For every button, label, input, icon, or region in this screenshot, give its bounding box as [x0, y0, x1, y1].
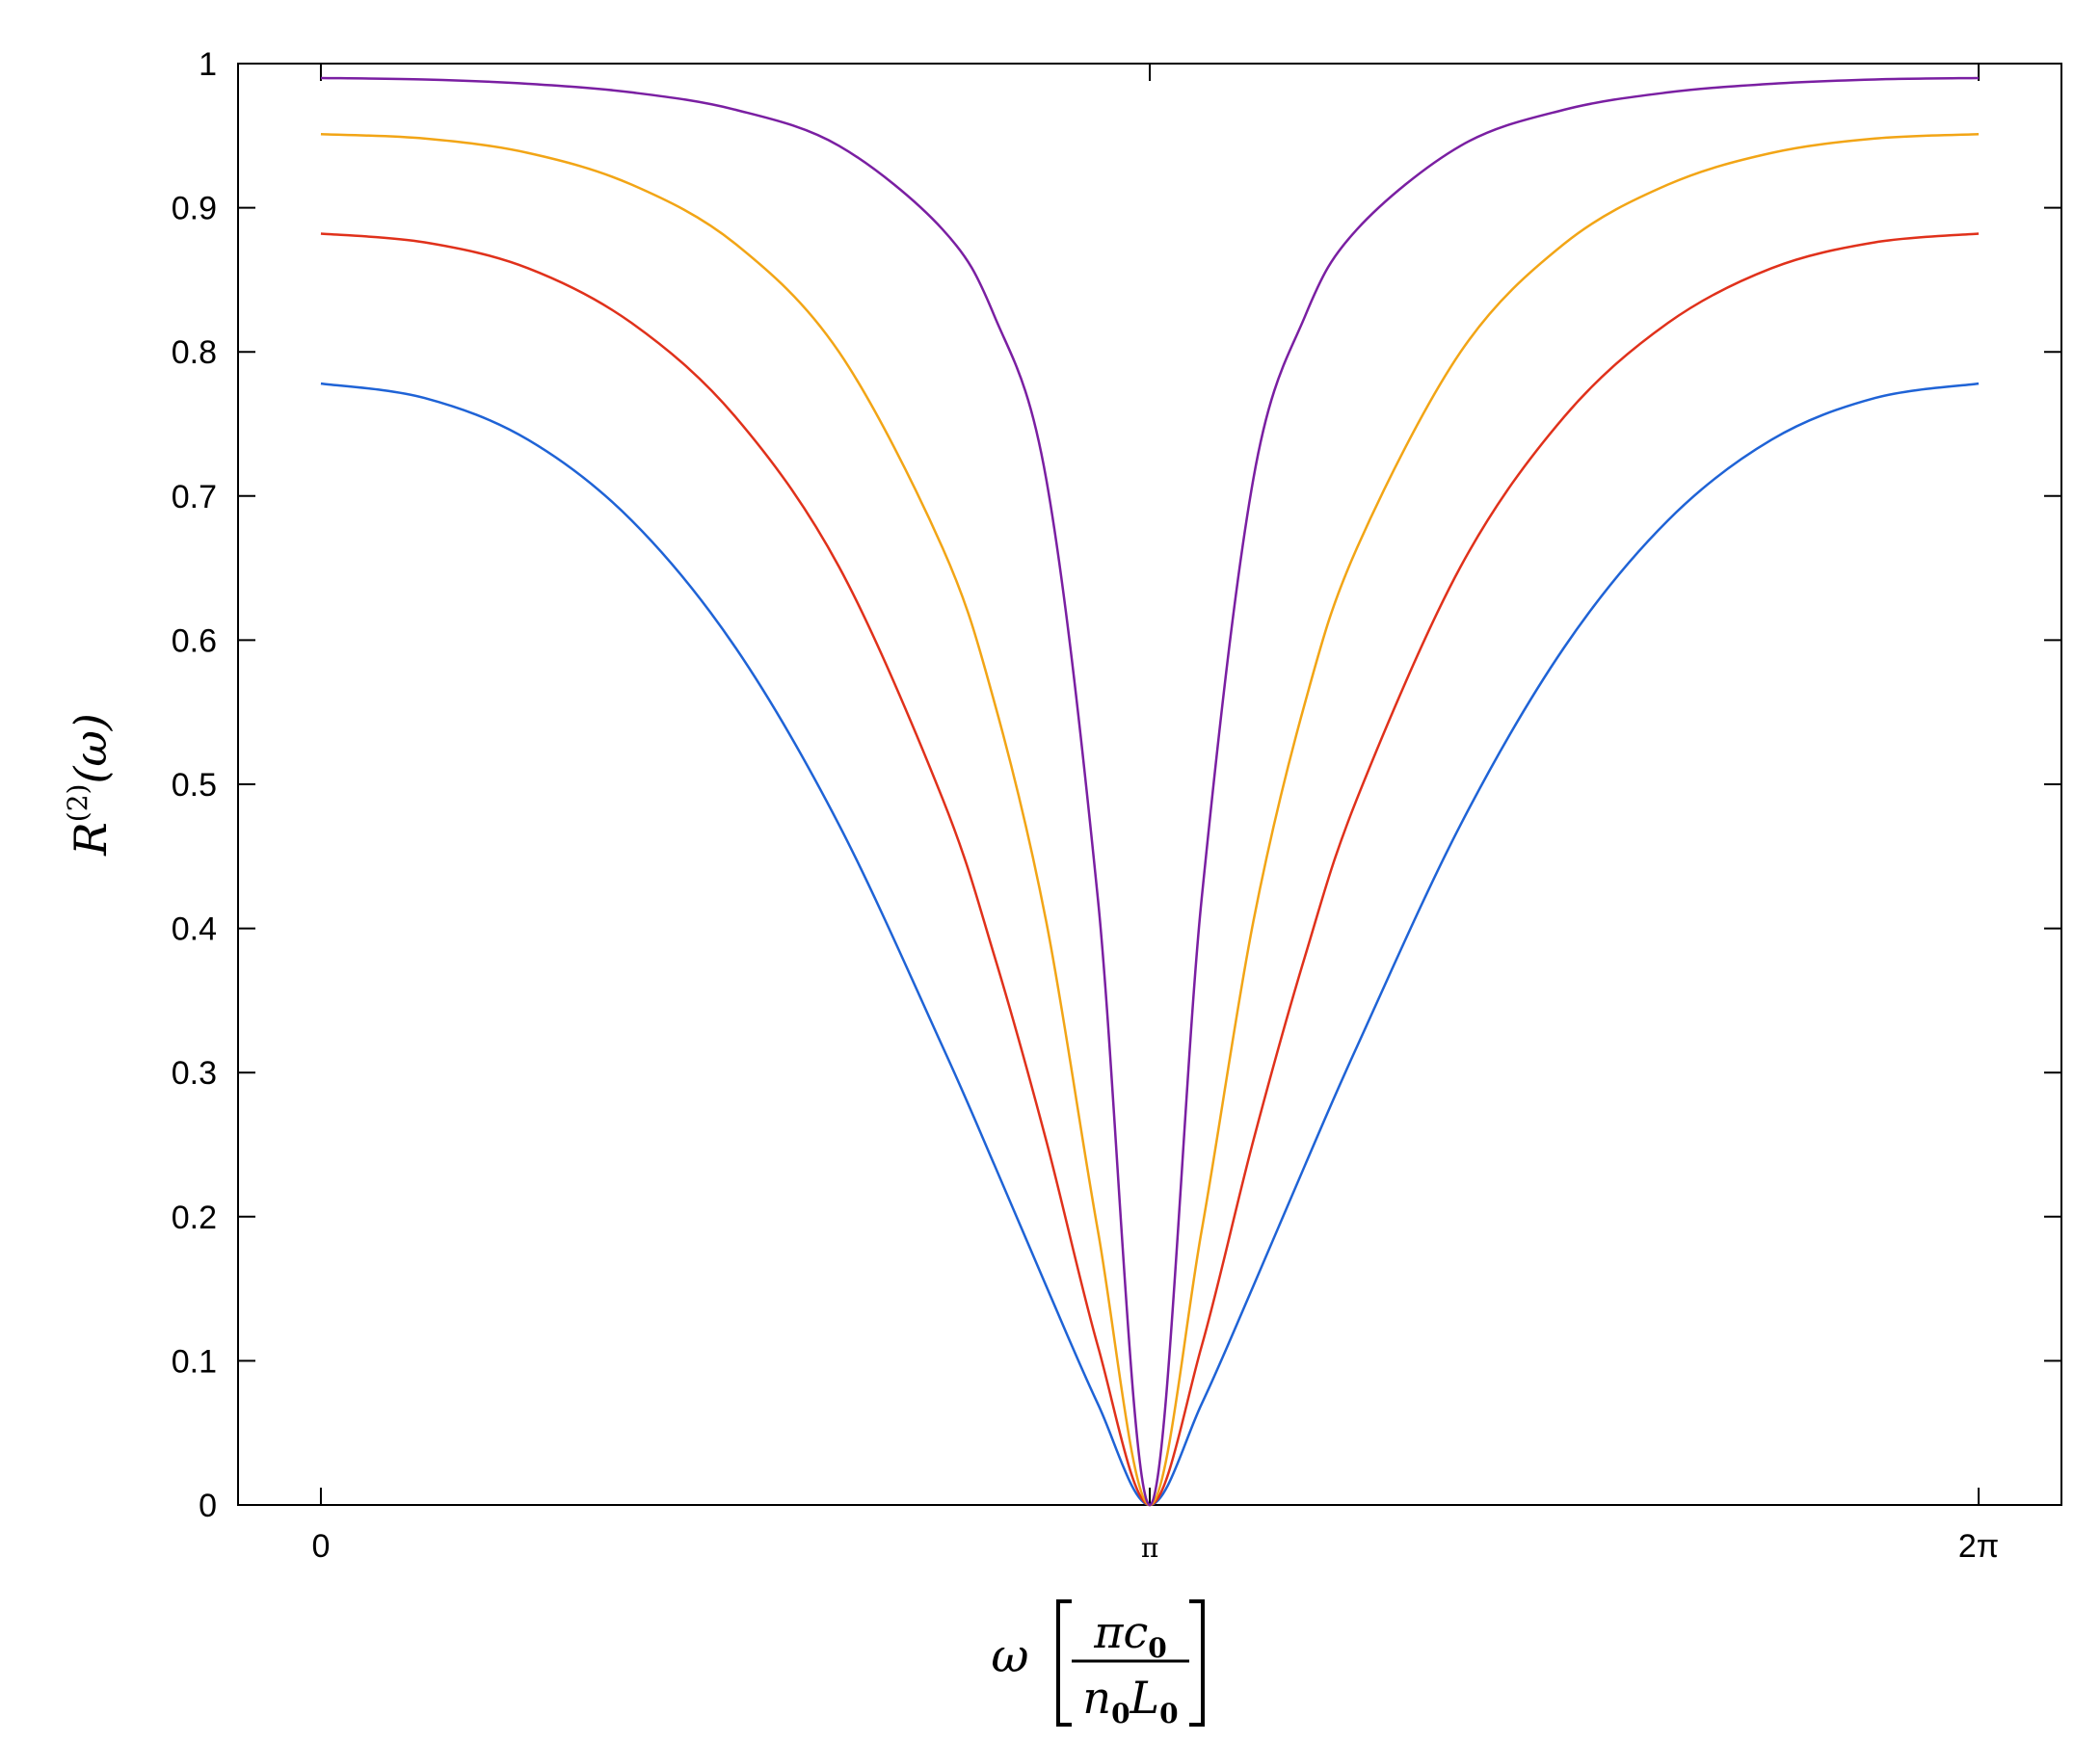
- series-line-3: [320, 133, 1980, 1507]
- y-tick-label: 0.5: [172, 767, 217, 804]
- y-tick-label: 0.3: [172, 1055, 217, 1092]
- series-lines: [320, 76, 1980, 1507]
- x-label-den-n: n: [1082, 1672, 1111, 1724]
- y-tick-label: 0.6: [172, 622, 217, 659]
- y-tick-label: 0.4: [172, 911, 217, 948]
- y-label-superscript: (2): [62, 784, 93, 823]
- x-label-right-bracket: [1189, 1599, 1205, 1727]
- tick-labels: 0 0.1 0.2 0.3 0.4 0.5 0.6 0.7 0.8 0.9 1 0 π 2π: [172, 46, 2000, 1565]
- y-tick-label: 0: [199, 1488, 217, 1524]
- x-label-den-n-sub: 0: [1111, 1698, 1130, 1729]
- y-tick-label: 0.9: [172, 191, 217, 227]
- y-axis-label: R(2)(ω): [62, 713, 117, 857]
- series-line-2: [320, 232, 1980, 1507]
- x-label-symbol: ω: [991, 1629, 1028, 1683]
- series-line-4: [320, 76, 1980, 1507]
- x-label-den-L-sub: 0: [1159, 1698, 1178, 1729]
- y-label-arg: (ω): [65, 713, 117, 783]
- series-line-1: [320, 382, 1980, 1507]
- svg-text:n0L0: n0L0: [1082, 1672, 1178, 1729]
- x-label-left-bracket: [1056, 1599, 1072, 1727]
- y-label-base: R: [65, 822, 117, 857]
- x-label-numerator-sub: 0: [1148, 1632, 1166, 1664]
- svg-text:R(2)(ω): R(2)(ω): [62, 713, 117, 857]
- x-label-den-L: L: [1130, 1672, 1160, 1724]
- tick-marks: [238, 63, 2061, 1506]
- svg-text:πc0: πc0: [1093, 1606, 1166, 1664]
- x-label-numerator: πc: [1093, 1606, 1148, 1658]
- x-tick-label: π: [1141, 1532, 1158, 1564]
- y-tick-label: 0.2: [172, 1200, 217, 1236]
- x-tick-label: 2π: [1958, 1528, 1999, 1565]
- plot-frame: [237, 63, 2062, 1506]
- x-axis-label: ω πc0 n0L0: [991, 1599, 1205, 1729]
- y-tick-label: 0.1: [172, 1343, 217, 1380]
- y-tick-label: 0.8: [172, 334, 217, 371]
- y-tick-label: 1: [199, 46, 217, 83]
- y-tick-label: 0.7: [172, 479, 217, 515]
- x-tick-label: 0: [312, 1528, 331, 1565]
